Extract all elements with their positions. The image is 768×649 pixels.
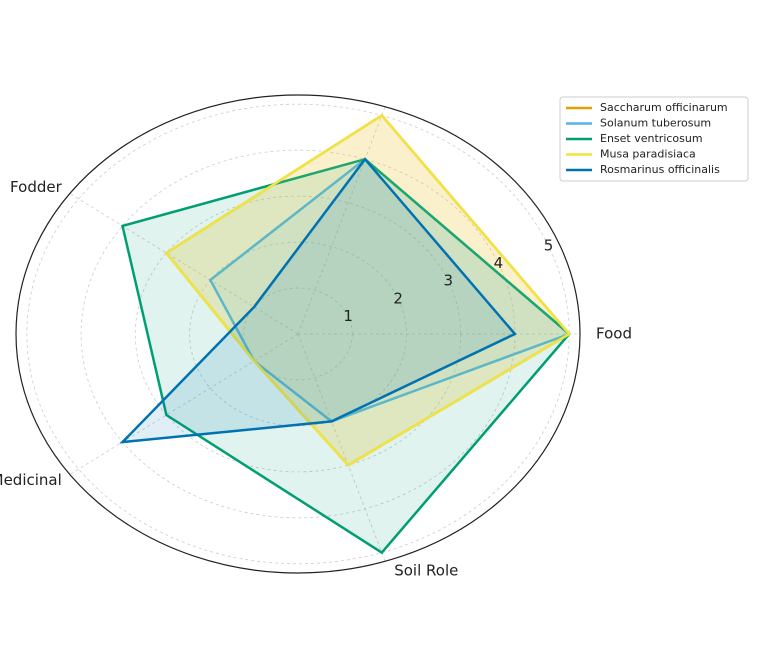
category-label: Food bbox=[596, 325, 632, 343]
spoke bbox=[297, 106, 386, 335]
r-tick-label: 1 bbox=[343, 307, 353, 325]
legend-box bbox=[559, 96, 749, 182]
category-label: Fodder bbox=[10, 178, 63, 196]
r-tick-label: 2 bbox=[393, 289, 403, 307]
series-line bbox=[121, 157, 571, 555]
series-line bbox=[164, 113, 572, 467]
legend-label: Saccharum officinarum bbox=[600, 101, 728, 114]
legend-label: Musa paradisiaca bbox=[600, 148, 696, 161]
r-tick-label: 5 bbox=[544, 237, 554, 255]
spoke bbox=[297, 333, 386, 562]
series-area bbox=[210, 159, 570, 422]
series-area bbox=[122, 159, 570, 553]
legend-label: Enset ventricosum bbox=[600, 132, 703, 145]
category-label: Soil Role bbox=[394, 561, 458, 579]
series-area bbox=[122, 159, 515, 443]
series-area bbox=[166, 115, 570, 466]
series-area bbox=[166, 115, 570, 466]
legend-label: Solanum tuberosum bbox=[600, 117, 711, 130]
r-tick-label: 4 bbox=[494, 254, 504, 272]
outer-frame bbox=[15, 94, 581, 574]
legend-label: Rosmarinus officinalis bbox=[600, 163, 720, 176]
spoke bbox=[69, 333, 299, 475]
spoke bbox=[69, 193, 299, 335]
series-line bbox=[119, 157, 517, 444]
category-label: Medicinal bbox=[0, 471, 62, 489]
r-tick-label: 3 bbox=[444, 272, 454, 290]
